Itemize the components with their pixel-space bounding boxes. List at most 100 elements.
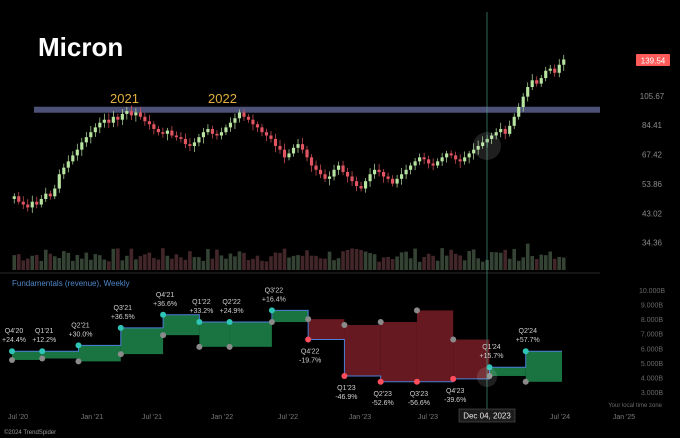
- volume-bar: [134, 259, 138, 270]
- quarter-change-label: +30.0%: [69, 331, 93, 338]
- quarter-label: Q1'24: [482, 344, 501, 351]
- candle-body: [210, 128, 215, 134]
- candle-body: [269, 135, 273, 139]
- volume-bar: [12, 255, 17, 270]
- volume-bar: [197, 257, 201, 270]
- price-tick-label: 53.86: [642, 180, 663, 189]
- candle-body: [215, 133, 219, 136]
- candle-body: [129, 111, 133, 116]
- last-price-badge: 139.54: [636, 54, 670, 66]
- volume-bar: [521, 257, 526, 270]
- quarter-label: Q1'23: [337, 385, 356, 392]
- candle-body: [526, 87, 530, 97]
- volume-bar: [260, 260, 264, 270]
- candle-body: [84, 137, 88, 143]
- estimate-dot: [413, 307, 420, 314]
- candle-body: [490, 135, 494, 139]
- candle-body: [62, 167, 66, 175]
- volume-bar: [125, 255, 129, 270]
- candle-body: [530, 80, 534, 88]
- candle-body: [188, 144, 192, 146]
- volume-bar: [246, 260, 251, 270]
- volume-bar: [228, 253, 233, 270]
- volume-bar: [489, 252, 494, 270]
- candle-body: [89, 132, 93, 138]
- volume-bar: [440, 248, 444, 270]
- estimate-dot: [268, 319, 275, 326]
- volume-bar: [264, 261, 269, 270]
- volume-bar: [48, 253, 53, 270]
- estimate-dot: [226, 343, 233, 350]
- year-label-2022: 2022: [208, 91, 237, 106]
- quarter-label: Q2'22: [222, 299, 241, 306]
- actual-dot: [196, 319, 203, 326]
- candle-body: [98, 122, 102, 128]
- revenue-tick-label: 6.000B: [641, 346, 664, 353]
- fundamentals-label: Fundamentals (revenue), Weekly: [12, 279, 130, 288]
- candle-body: [165, 130, 169, 134]
- time-tick-label: Jul '21: [142, 414, 162, 421]
- candle-body: [458, 159, 462, 162]
- volume-bar: [435, 260, 440, 270]
- volume-bar: [242, 252, 246, 270]
- volume-bar: [237, 251, 242, 270]
- volume-bar: [61, 251, 66, 270]
- candle-body: [377, 169, 381, 173]
- timezone-label: Your local time zone: [608, 403, 662, 409]
- volume-bar: [16, 254, 21, 270]
- candle-body: [152, 124, 156, 129]
- time-tick-label: Jan '22: [211, 414, 233, 421]
- revenue-surprise-block: [78, 345, 121, 362]
- candle-body: [278, 145, 282, 150]
- quarter-change-label: +33.2%: [189, 308, 213, 315]
- cursor-date-badge: Dec 04, 2023: [458, 408, 516, 423]
- quarter-change-label: +16.4%: [262, 296, 286, 303]
- year-label-2021: 2021: [110, 91, 139, 106]
- volume-bar: [30, 255, 35, 270]
- volume-bar: [39, 260, 44, 270]
- volume-bar: [273, 252, 278, 270]
- volume-bar: [152, 258, 156, 270]
- quarter-label: Q2'21: [71, 322, 90, 329]
- actual-dot: [9, 348, 15, 355]
- candle-body: [400, 174, 404, 179]
- estimate-dot: [377, 319, 384, 326]
- candle-body: [413, 161, 417, 166]
- volume-bar: [543, 255, 548, 270]
- candle-body: [57, 174, 61, 189]
- volume-bar: [453, 253, 458, 270]
- quarter-label: Q2'23: [373, 391, 392, 398]
- estimate-dot: [196, 343, 203, 350]
- price-axis: 105.67 84.41 67.42 53.86 43.02 34.36: [640, 92, 665, 248]
- quarter-label: Q4'22: [301, 349, 320, 356]
- cursor-date-text: Dec 04, 2023: [463, 412, 511, 421]
- candle-body: [548, 68, 552, 71]
- candle-body: [350, 176, 354, 182]
- candle-body: [354, 181, 359, 187]
- candle-body: [386, 176, 390, 179]
- volume-bar: [156, 259, 161, 270]
- actual-dot: [522, 348, 529, 355]
- actual-dot: [75, 342, 82, 349]
- volume-bar: [512, 249, 517, 270]
- candle-body: [521, 96, 525, 107]
- volume-bar: [318, 258, 323, 270]
- volume-bar: [93, 254, 98, 270]
- volume-bar: [399, 252, 404, 270]
- actual-dot: [268, 307, 275, 314]
- volume-bar: [408, 258, 413, 270]
- candle-body: [170, 130, 174, 136]
- quarter-label: Q2'24: [519, 328, 538, 335]
- volume-bar: [309, 255, 314, 270]
- candle-body: [161, 132, 165, 134]
- candle-body: [535, 80, 539, 84]
- revenue-surprise-block: [489, 367, 526, 376]
- candle-body: [382, 172, 386, 177]
- volume-bar: [372, 254, 377, 270]
- price-tick-label: 34.36: [642, 239, 663, 248]
- candle-body: [363, 181, 368, 189]
- volume-bar: [350, 248, 354, 270]
- candle-body: [499, 128, 503, 133]
- time-tick-label: Jan '23: [349, 414, 371, 421]
- candle-body: [228, 122, 233, 128]
